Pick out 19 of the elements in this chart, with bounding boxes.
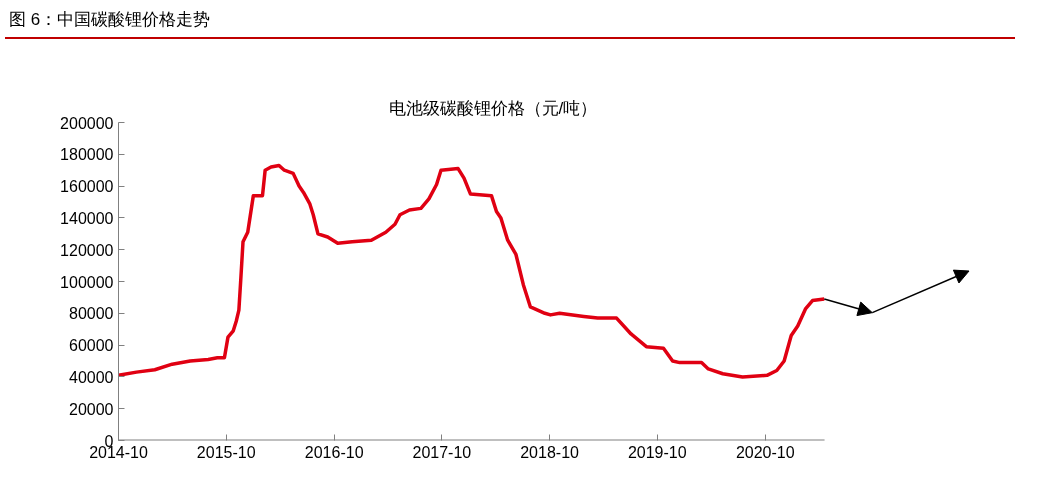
y-tick-label: 20000: [69, 400, 114, 418]
y-tick-label: 100000: [60, 273, 114, 291]
y-tick-label: 160000: [60, 178, 114, 196]
y-tick-label: 200000: [60, 114, 114, 132]
x-tick-label: 2018-10: [520, 443, 580, 461]
x-tick-label: 2015-10: [196, 443, 256, 461]
y-tick-label: 180000: [60, 146, 114, 164]
line-series: [118, 163, 827, 379]
x-tick-label: 2019-10: [627, 443, 687, 461]
y-tick-label: 80000: [69, 305, 114, 323]
x-tick-label: 2017-10: [412, 443, 472, 461]
x-tick-label: 2016-10: [304, 443, 364, 461]
chart-subtitle: 电池级碳酸锂价格（元/吨）: [388, 98, 598, 118]
y-tick-label: 120000: [60, 241, 114, 259]
y-tick-label: 140000: [60, 209, 114, 227]
chart-title: 图 6：中国碳酸锂价格走势: [9, 9, 211, 31]
y-tick-label: 60000: [69, 337, 114, 355]
y-tick-label: 40000: [69, 368, 114, 386]
x-tick-label: 2020-10: [735, 443, 795, 461]
